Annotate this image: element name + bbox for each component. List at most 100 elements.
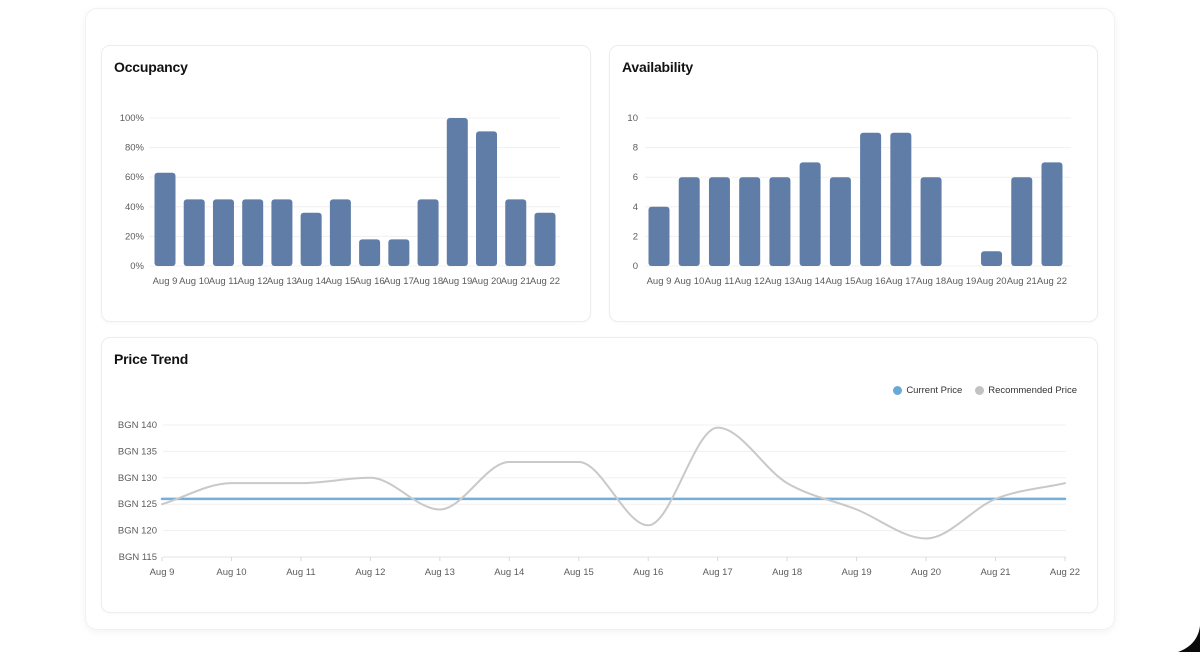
y-tick-label: 80% [125,143,145,154]
availability-bar-aug-12[interactable] [739,177,761,266]
x-tick-label: Aug 13 [425,567,455,578]
y-tick-label: BGN 135 [118,446,157,457]
price-trend-card: Price Trend Current Price Recommended Pr… [101,337,1098,613]
y-tick-label: 0 [633,261,638,272]
availability-bar-aug-11[interactable] [708,177,730,266]
x-tick-label: Aug 21 [980,567,1010,578]
availability-bar-aug-9[interactable] [648,206,670,266]
x-tick-label: Aug 15 [825,276,855,287]
current-price-dot-icon [893,386,903,395]
x-tick-label: Aug 19 [842,567,872,578]
recommended-price-dot-icon [975,386,985,395]
occupancy-bar-aug-22[interactable] [534,212,556,266]
x-tick-label: Aug 14 [494,567,524,578]
occupancy-title: Occupancy [114,59,188,75]
x-tick-label: Aug 16 [633,567,663,578]
y-tick-label: BGN 115 [119,552,157,563]
y-tick-label: 20% [125,231,145,242]
x-tick-label: Aug 17 [886,276,916,287]
x-tick-label: Aug 11 [286,567,315,578]
availability-bar-aug-16[interactable] [860,132,882,266]
x-tick-label: Aug 17 [703,567,733,578]
occupancy-bar-aug-13[interactable] [271,199,293,266]
occupancy-bar-aug-12[interactable] [242,199,264,266]
x-tick-label: Aug 14 [296,276,326,287]
x-tick-label: Aug 12 [735,276,765,287]
occupancy-card: Occupancy 0% 20% 40% 60% 80% 100% Aug 9 Aug 10 A… [101,45,591,322]
x-tick-label: Aug 20 [976,276,1006,287]
y-tick-label: 10 [627,113,638,124]
x-tick-label: Aug 21 [501,276,531,287]
x-tick-label: Aug 19 [442,276,472,287]
x-tick-label: Aug 20 [911,567,941,578]
x-tick-label: Aug 18 [916,276,946,287]
availability-card: Availability 0 2 4 6 8 10 Aug 9 Aug 10 Aug 11 Aug… [609,45,1098,322]
availability-bar-aug-20[interactable] [981,251,1003,266]
x-tick-label: Aug 10 [674,276,704,287]
x-tick-label: Aug 9 [647,276,672,287]
y-tick-label: BGN 125 [118,499,157,510]
x-tick-label: Aug 18 [413,276,443,287]
x-tick-label: Aug 17 [384,276,414,287]
x-tick-label: Aug 15 [325,276,355,287]
x-tick-label: Aug 15 [564,567,594,578]
y-tick-label: BGN 120 [118,526,157,537]
occupancy-bar-aug-20[interactable] [476,131,498,266]
x-tick-label: Aug 10 [179,276,209,287]
occupancy-bar-aug-14[interactable] [300,212,322,266]
legend-item-current-price[interactable]: Current Price [893,385,962,396]
x-tick-label: Aug 13 [267,276,297,287]
x-tick-label: Aug 18 [772,567,802,578]
availability-title: Availability [622,59,693,75]
x-tick-label: Aug 16 [856,276,886,287]
legend-item-recommended-price[interactable]: Recommended Price [975,385,1077,396]
x-tick-label: Aug 21 [1007,276,1037,287]
occupancy-chart-canvas[interactable]: 0%20%40%60%80%100%Aug 9 Aug 10 Aug 11 Aug 1… [102,46,592,323]
occupancy-bar-aug-10[interactable] [183,199,205,266]
availability-bar-aug-13[interactable] [769,177,791,266]
x-tick-label: Aug 22 [1050,567,1080,578]
price-trend-chart-canvas[interactable]: BGN 115 BGN 120 BGN 125 BGN 130 BGN 135 BGN 1… [102,338,1099,614]
availability-bar-aug-17[interactable] [890,132,912,266]
availability-bar-aug-22[interactable] [1041,162,1063,266]
x-tick-label: Aug 20 [471,276,501,287]
y-tick-label: 60% [125,172,145,183]
availability-bar-aug-21[interactable] [1011,177,1033,266]
x-tick-label: Aug 14 [795,276,825,287]
occupancy-bar-aug-21[interactable] [505,199,527,266]
window-corner-shape [1178,626,1200,652]
availability-bar-aug-14[interactable] [799,162,821,266]
x-tick-label: Aug 12 [238,276,268,287]
price-trend-legend: Current Price Recommended Price [893,385,1077,396]
y-tick-label: 2 [633,231,638,242]
occupancy-bar-aug-19[interactable] [446,118,468,266]
x-tick-label: Aug 16 [355,276,385,287]
availability-bar-aug-10[interactable] [678,177,700,266]
legend-label-current-price: Current Price [906,385,963,396]
x-tick-label: Aug 19 [946,276,976,287]
x-tick-label: Aug 10 [216,567,246,578]
x-tick-label: Aug 11 [705,276,734,287]
x-tick-label: Aug 13 [765,276,795,287]
y-tick-label: 40% [125,202,145,213]
occupancy-bar-aug-15[interactable] [329,199,351,266]
recommended-price-line[interactable] [161,426,1066,540]
x-tick-label: Aug 9 [153,276,178,287]
y-tick-label: 4 [633,202,638,213]
x-tick-label: Aug 12 [355,567,385,578]
occupancy-bar-aug-11[interactable] [212,199,234,266]
x-tick-label: Aug 22 [1037,276,1067,287]
y-tick-label: 0% [130,261,144,272]
x-tick-label: Aug 22 [530,276,560,287]
availability-bar-aug-15[interactable] [829,177,851,266]
occupancy-bar-aug-17[interactable] [388,239,410,266]
x-tick-label: Aug 9 [150,567,175,578]
occupancy-bar-aug-9[interactable] [154,172,176,266]
occupancy-bar-aug-18[interactable] [417,199,439,266]
y-tick-label: 6 [633,172,638,183]
y-tick-label: BGN 140 [118,420,157,431]
availability-bar-aug-18[interactable] [920,177,942,266]
occupancy-bar-aug-16[interactable] [359,239,381,266]
